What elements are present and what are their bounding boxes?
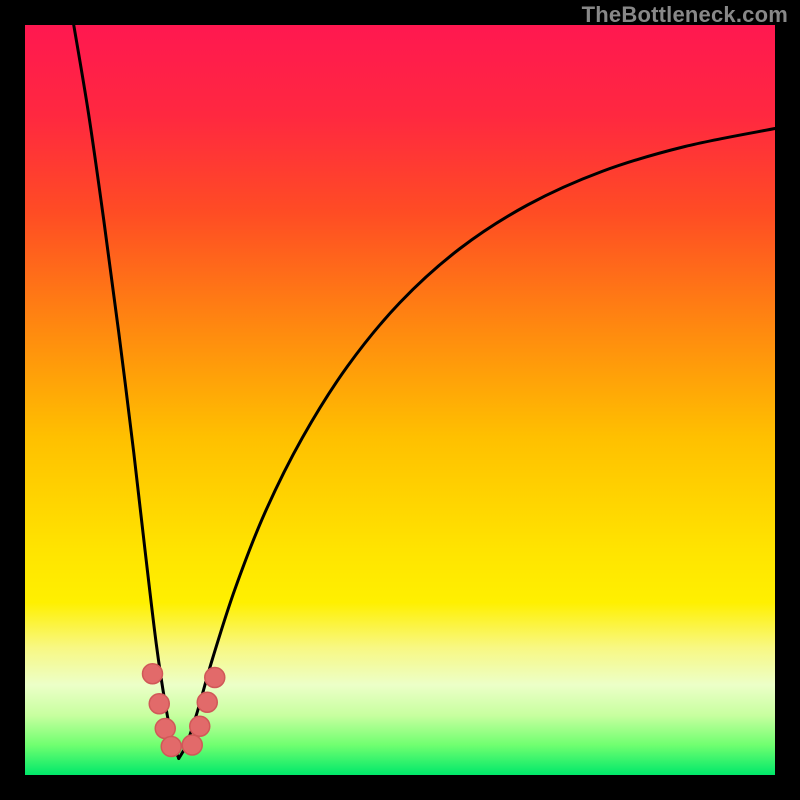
marker-dot bbox=[182, 735, 202, 755]
marker-dot bbox=[143, 664, 163, 684]
marker-dot bbox=[205, 668, 225, 688]
marker-dot bbox=[190, 716, 210, 736]
chart-svg bbox=[0, 0, 800, 800]
marker-dot bbox=[149, 694, 169, 714]
watermark-text: TheBottleneck.com bbox=[582, 2, 788, 28]
marker-dot bbox=[197, 692, 217, 712]
plot-background bbox=[25, 25, 775, 775]
chart-container: TheBottleneck.com bbox=[0, 0, 800, 800]
marker-dot bbox=[155, 719, 175, 739]
marker-dot bbox=[161, 737, 181, 757]
